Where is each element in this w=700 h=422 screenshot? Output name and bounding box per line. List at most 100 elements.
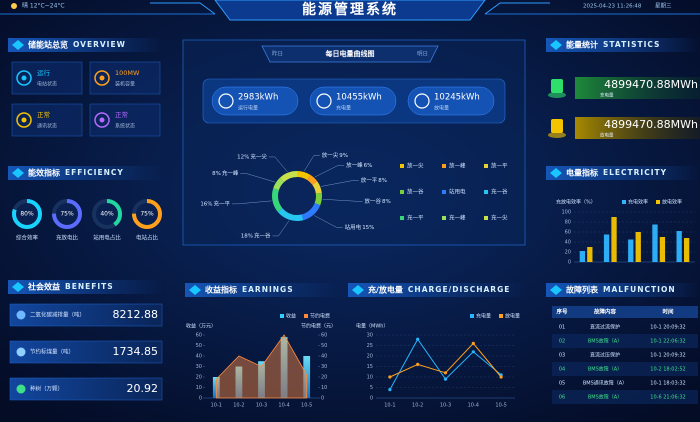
panel-header xyxy=(8,166,163,180)
benefit-row xyxy=(9,303,163,327)
y-tick-label: 20 xyxy=(367,354,373,360)
stat-pill xyxy=(407,86,495,116)
bar xyxy=(603,234,610,262)
legend-swatch xyxy=(400,216,404,220)
pie-value-label: 15% xyxy=(362,225,374,231)
y-tick-label: 40 xyxy=(196,354,202,360)
table-cell: 10-2 18:02:52 xyxy=(650,367,685,373)
table-head-cell: 故障内容 xyxy=(594,308,617,316)
legend-swatch xyxy=(442,190,446,194)
x-tick-label: 10-3 xyxy=(440,403,451,409)
pie-label: 放一谷 xyxy=(365,197,382,205)
header-icon xyxy=(12,282,24,292)
legend-label: 充一谷 xyxy=(491,188,508,196)
header-icon xyxy=(550,285,562,295)
table-cell: 10-1 20:09:32 xyxy=(650,353,685,359)
panel-title: 能量统计 xyxy=(566,40,598,50)
panel-header xyxy=(546,166,700,180)
y-tick-label: 25 xyxy=(367,343,373,349)
stat-icon xyxy=(551,119,563,133)
gauge-arc xyxy=(52,199,82,229)
panel-title: 社会效益 xyxy=(27,282,60,292)
pie-leader xyxy=(304,155,320,172)
x-tick-label: 10-2 xyxy=(233,403,244,409)
pie-value-label: 9% xyxy=(339,153,348,159)
overview-icon xyxy=(94,112,110,128)
table-cell: 10-1 18:03:32 xyxy=(650,381,685,387)
legend-label: 放电量 xyxy=(505,313,520,320)
panel-title: 电量指标 xyxy=(566,168,598,178)
pie-slice xyxy=(279,171,297,183)
pie-label: 放一平 xyxy=(361,176,378,184)
legend-swatch xyxy=(280,314,284,318)
legend-swatch xyxy=(484,164,488,168)
pie-label: 充一谷 xyxy=(254,231,271,239)
gauge-arc xyxy=(12,199,42,229)
table-row-bg xyxy=(552,334,698,348)
pie-value-label: 16% xyxy=(200,201,212,207)
legend-label: 充电效率 xyxy=(628,199,648,206)
legend-label: 放一谷 xyxy=(407,188,424,196)
legend-label: 放一平 xyxy=(491,162,508,170)
bar xyxy=(235,366,243,398)
y-axis-title: 收益（万元） xyxy=(186,323,216,330)
x-tick-label: 10-4 xyxy=(278,403,289,409)
weather: 晴 12°C~24°C xyxy=(22,2,65,10)
table-cell: 02 xyxy=(559,339,565,345)
stat-label: 放电量 xyxy=(434,105,449,112)
pie-label: 充一尖 xyxy=(250,152,267,160)
header-icon xyxy=(352,285,364,295)
table-header xyxy=(552,306,698,318)
tab[interactable]: 明日 xyxy=(417,51,428,58)
table-cell: BMS故障（A） xyxy=(588,366,622,373)
stat-label: 运行电量 xyxy=(238,105,258,112)
panel-subtitle: EARNINGS xyxy=(242,285,294,294)
pie-leader xyxy=(268,156,288,172)
stat-label: 充电量 xyxy=(336,105,351,112)
legend-label: 站用电 xyxy=(449,188,466,196)
y-tick-label: 100 xyxy=(561,210,571,216)
pie-label: 充一平 xyxy=(214,199,231,207)
table-cell: 10-1 20:09:32 xyxy=(650,325,685,331)
legend-swatch xyxy=(304,314,309,318)
legend-swatch xyxy=(484,190,488,194)
table-cell: BMS故障（A） xyxy=(588,338,622,345)
point xyxy=(416,337,420,341)
pie-leader xyxy=(240,173,276,183)
header-icon xyxy=(12,168,24,178)
pie-value-label: 12% xyxy=(237,154,249,160)
benefit-label: 节约标煤量（吨） xyxy=(30,348,74,356)
stat-pedestal xyxy=(548,92,566,98)
pie-leader xyxy=(322,199,363,202)
gauge-label: 综合效率 xyxy=(16,234,39,242)
y-tick-label: 0 xyxy=(199,396,202,402)
legend-label: 放一尖 xyxy=(407,162,424,170)
legend-swatch xyxy=(484,216,488,220)
tab[interactable]: 昨日 xyxy=(272,50,283,58)
panel-title: 收益指标 xyxy=(205,285,237,295)
header-icon xyxy=(189,285,201,295)
pie-label: 站用电 xyxy=(345,223,362,231)
legend-label: 放电效率 xyxy=(662,199,682,206)
bar xyxy=(280,337,288,398)
x-tick-label: 10-3 xyxy=(256,403,267,409)
panel-subtitle: MALFUNCTION xyxy=(603,285,676,294)
panel-subtitle: OVERVIEW xyxy=(73,40,126,49)
overview-icon-dot xyxy=(99,75,105,81)
pie-slice xyxy=(301,202,321,221)
y2-tick-label: 0 xyxy=(321,396,324,402)
panel-subtitle: BENEFITS xyxy=(65,282,114,291)
gauge-label: 充放电比 xyxy=(56,234,79,242)
y-tick-label: 40 xyxy=(565,240,571,246)
y-tick-label: 10 xyxy=(196,385,202,391)
stat-total-label: 充电量 xyxy=(600,92,614,99)
table-cell: 10-6 21:06:32 xyxy=(650,395,685,401)
y-tick-label: 60 xyxy=(565,230,571,236)
benefit-value: 8212.88 xyxy=(113,308,159,321)
legend-label: 充一尖 xyxy=(491,214,508,222)
pie-slice xyxy=(307,174,318,185)
panel-title: 充/放电量 xyxy=(368,285,403,295)
table-cell: 04 xyxy=(559,367,565,373)
panel-header xyxy=(348,283,526,297)
